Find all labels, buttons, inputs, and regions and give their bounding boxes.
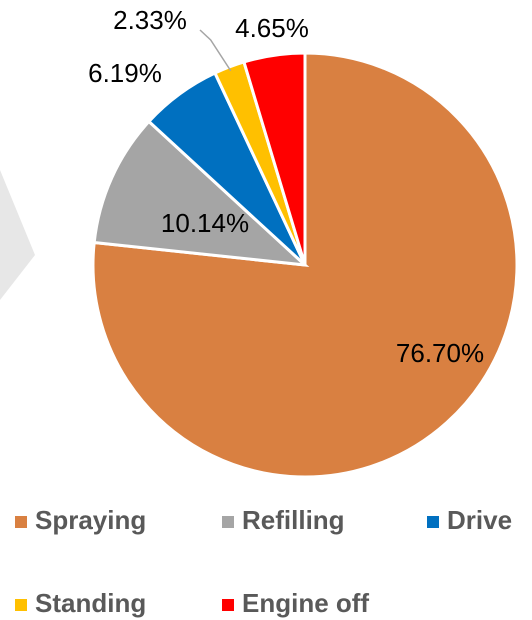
value-label: 6.19% bbox=[88, 58, 162, 88]
value-label: 2.33% bbox=[113, 5, 187, 35]
legend-label: Standing bbox=[35, 588, 146, 618]
value-label: 4.65% bbox=[235, 13, 309, 43]
leader-line bbox=[199, 29, 232, 72]
legend-label: Spraying bbox=[35, 505, 146, 535]
legend-swatch bbox=[15, 516, 27, 528]
value-label: 10.14% bbox=[161, 208, 249, 238]
legend-swatch bbox=[15, 599, 27, 611]
pie-slice bbox=[92, 119, 310, 267]
legend-label: Drive bbox=[447, 505, 512, 535]
pie-slice bbox=[91, 51, 519, 479]
legend-swatch bbox=[222, 599, 234, 611]
value-label: 76.70% bbox=[396, 338, 484, 368]
pie-slice bbox=[242, 51, 307, 266]
legend-label: Refilling bbox=[242, 505, 345, 535]
legend-label: Engine off bbox=[242, 588, 369, 618]
legend-swatch bbox=[222, 516, 234, 528]
legend-swatch bbox=[427, 516, 439, 528]
background-arrow bbox=[0, 170, 35, 300]
